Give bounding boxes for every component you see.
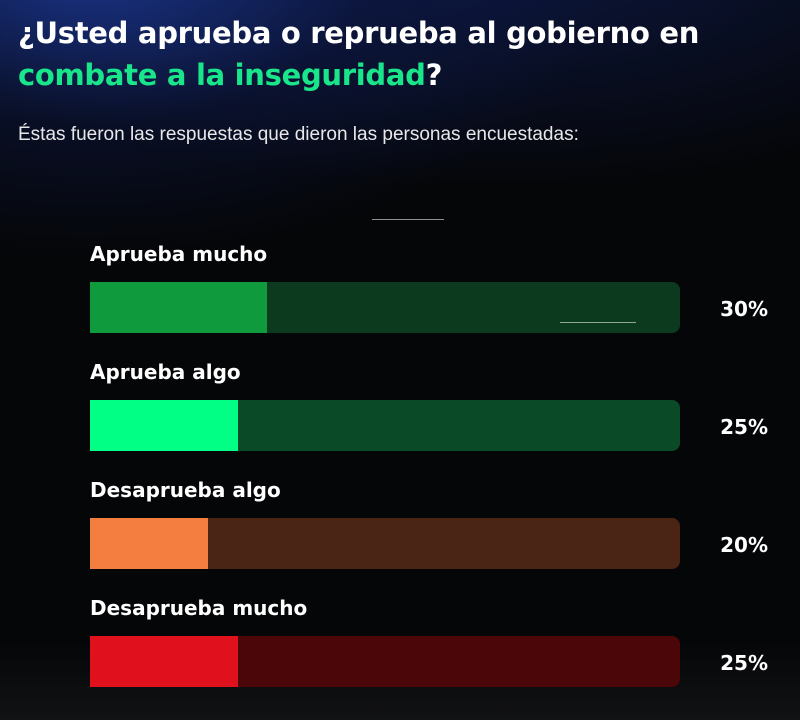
bar-value-label: 20% [720,533,768,557]
bar [90,636,238,687]
decorative-line [560,322,636,323]
bar-category-label: Desaprueba mucho [90,596,308,620]
bar-value-label: 25% [720,415,768,439]
bar-value-label: 25% [720,651,768,675]
bar-track [90,282,680,333]
bar-track [90,518,680,569]
bar-category-label: Desaprueba algo [90,478,281,502]
title-main: ¿Usted aprueba o reprueba al gobierno en [18,16,700,50]
decorative-line [372,219,444,220]
bar [90,400,238,451]
bar-category-label: Aprueba algo [90,360,241,384]
bar [90,518,208,569]
title-question-mark: ? [425,58,443,92]
bar-category-label: Aprueba mucho [90,242,268,266]
bar [90,282,267,333]
bar-track [90,636,680,687]
bar-value-label: 30% [720,297,768,321]
title-accent: combate a la inseguridad [18,58,426,92]
page-title: ¿Usted aprueba o reprueba al gobierno en… [18,12,788,96]
bar-track [90,400,680,451]
subtitle: Éstas fueron las respuestas que dieron l… [18,124,579,145]
